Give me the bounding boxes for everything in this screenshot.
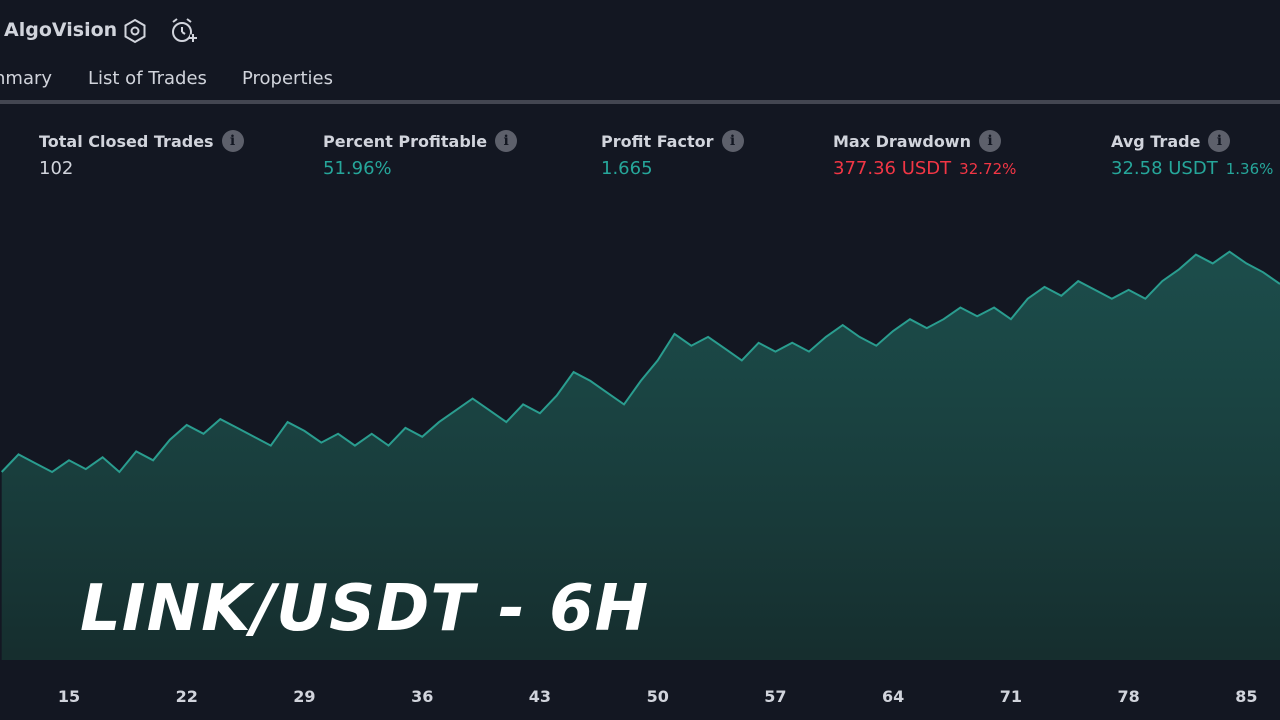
metric-max-drawdown: Max Drawdown i 377.36 USDT 32.72% xyxy=(833,130,1016,179)
strategy-title[interactable]: AlgoVision xyxy=(4,19,118,41)
tab-list-of-trades[interactable]: List of Trades xyxy=(88,68,207,89)
metric-avg-trade: Avg Trade i 32.58 USDT 1.36% xyxy=(1111,130,1273,179)
x-tick-label: 22 xyxy=(176,687,198,706)
metric-profit-factor: Profit Factor i 1.665 xyxy=(601,130,744,179)
metric-value: 32.58 USDT xyxy=(1111,158,1218,179)
metric-label: Total Closed Trades xyxy=(39,131,214,151)
info-icon[interactable]: i xyxy=(721,130,744,152)
metric-percent-profitable: Percent Profitable i 51.96% xyxy=(323,130,518,179)
tab-divider xyxy=(0,100,1280,104)
info-icon[interactable]: i xyxy=(495,130,518,152)
x-tick-label: 64 xyxy=(882,687,904,706)
info-icon[interactable]: i xyxy=(978,130,1001,152)
x-tick-label: 71 xyxy=(1000,687,1022,706)
top-bar: AlgoVision xyxy=(0,0,1280,62)
metric-label: Max Drawdown xyxy=(833,131,971,151)
metric-label: Percent Profitable xyxy=(323,131,488,151)
metric-total-closed-trades: Total Closed Trades i 102 xyxy=(39,130,244,179)
metric-value: 1.665 xyxy=(601,158,653,179)
equity-line xyxy=(0,250,1280,474)
x-tick-label: 78 xyxy=(1117,687,1139,706)
x-tick-label: 29 xyxy=(293,687,315,706)
equity-area-fill xyxy=(1,251,1280,660)
metric-label: Profit Factor xyxy=(601,131,714,151)
metric-value: 51.96% xyxy=(323,158,392,179)
add-alert-icon[interactable] xyxy=(168,16,198,46)
info-icon[interactable]: i xyxy=(1208,130,1231,152)
tab-properties[interactable]: Properties xyxy=(242,68,333,89)
metric-value: 377.36 USDT xyxy=(833,158,952,179)
metric-label: Avg Trade xyxy=(1111,131,1201,151)
pair-timeframe-title: LINK/USDT - 6H xyxy=(80,572,650,646)
metric-sub-value: 1.36% xyxy=(1225,160,1274,178)
metric-sub-value: 32.72% xyxy=(959,160,1017,178)
x-tick-label: 50 xyxy=(647,687,669,706)
settings-icon[interactable] xyxy=(120,16,150,46)
x-tick-label: 15 xyxy=(58,687,80,706)
x-tick-label: 36 xyxy=(411,687,433,706)
x-tick-label: 85 xyxy=(1235,687,1257,706)
x-tick-label: 43 xyxy=(529,687,551,706)
info-icon[interactable]: i xyxy=(221,130,244,152)
x-tick-label: 57 xyxy=(764,687,786,706)
metric-value: 102 xyxy=(39,158,74,179)
